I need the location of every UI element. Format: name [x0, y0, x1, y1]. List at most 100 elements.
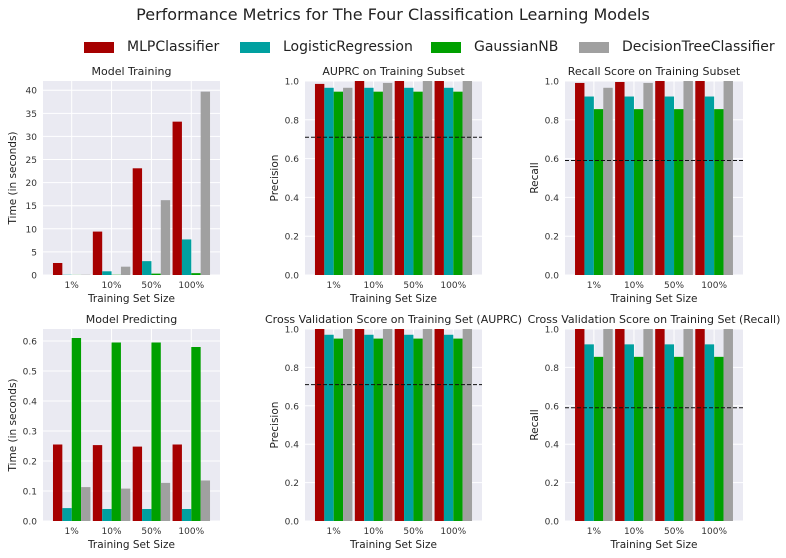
chart3-bar-logisticregression-1pct [584, 96, 594, 276]
chart3-y-tick-label-4: 0.8 [545, 116, 560, 126]
chart4-bar-decisiontreeclassifier-50pct [160, 482, 171, 521]
chart3-bar-decisiontreeclassifier-50pct [683, 81, 693, 275]
chart4-bar-gaussiannb-10pct [111, 342, 121, 521]
chart1-y-tick-label-2: 10 [26, 225, 38, 235]
chart2-bar-logisticregression-10pct [364, 87, 374, 275]
legend-item-logistic: LogisticRegression [240, 36, 413, 58]
chart1-x-axis-label: Training Set Size [87, 293, 175, 305]
chart5-bar-logisticregression-1pct [324, 334, 334, 521]
chart1-bar-mlpclassifier-50pct [132, 168, 143, 275]
chart5-bar-mlpclassifier-1pct [314, 329, 325, 521]
chart4-y-axis-label: Time (in seconds) [7, 378, 19, 472]
chart3-bar-logisticregression-50pct [664, 96, 675, 276]
chart4-x-tick-label-3: 100% [178, 527, 204, 537]
chart1-bar-logisticregression-50pct [142, 261, 152, 275]
legend-label-mlp: MLPClassifier [127, 39, 220, 55]
chart1-y-tick-label-1: 5 [31, 248, 37, 258]
chart4-y-tick-label-1: 0.1 [23, 488, 37, 498]
chart3-bar-mlpclassifier-100pct [695, 81, 705, 275]
chart5-x-axis-label: Training Set Size [349, 539, 437, 551]
chart2-bar-logisticregression-1pct [324, 87, 334, 275]
chart2-bar-logisticregression-50pct [404, 87, 414, 275]
chart2-bar-mlpclassifier-10pct [354, 81, 365, 275]
chart5-bar-gaussiannb-10pct [373, 338, 383, 521]
chart4-x-tick-label-2: 50% [141, 527, 161, 537]
legend-item-mlp: MLPClassifier [84, 36, 219, 58]
chart5-bar-decisiontreeclassifier-100pct [462, 329, 473, 521]
chart1-y-tick-label-0: 0 [31, 272, 37, 282]
chart4-bar-mlpclassifier-50pct [132, 446, 143, 521]
chart3-bar-gaussiannb-1pct [593, 109, 604, 275]
legend: MLPClassifier LogisticRegression Gaussia… [0, 36, 786, 58]
chart1-bar-mlpclassifier-10pct [92, 231, 103, 275]
chart3-bar-logisticregression-10pct [624, 96, 634, 276]
chart5-bar-logisticregression-10pct [364, 334, 374, 521]
figure-title: Performance Metrics for The Four Classif… [136, 5, 650, 24]
chart5-y-axis-label: Precision [269, 402, 281, 449]
chart5-bar-decisiontreeclassifier-50pct [422, 329, 433, 521]
chart3-bar-mlpclassifier-50pct [655, 81, 665, 275]
chart5-bar-mlpclassifier-10pct [354, 329, 365, 521]
chart2-bar-mlpclassifier-50pct [394, 81, 405, 275]
chart4-y-tick-label-5: 0.5 [23, 368, 37, 378]
chart2-x-tick-label-0: 1% [327, 281, 342, 291]
chart6-bar-logisticregression-100pct [704, 344, 715, 521]
chart1-y-tick-label-7: 35 [26, 110, 37, 120]
chart4-bar-gaussiannb-50pct [151, 342, 161, 521]
chart3-bar-mlpclassifier-1pct [575, 82, 585, 275]
chart2-bar-gaussiannb-1pct [333, 91, 344, 275]
chart1-bar-mlpclassifier-1pct [52, 262, 63, 275]
chart6-bar-decisiontreeclassifier-100pct [723, 329, 733, 521]
chart4-bar-decisiontreeclassifier-100pct [200, 480, 211, 521]
chart5-y-tick-label-4: 0.8 [285, 364, 300, 374]
chart1-x-tick-label-1: 10% [102, 281, 122, 291]
chart3-y-tick-label-5: 1.0 [545, 78, 560, 88]
chart2-bar-mlpclassifier-100pct [434, 81, 444, 275]
chart1-x-tick-label-3: 100% [178, 281, 204, 291]
chart2-bar-mlpclassifier-1pct [314, 83, 325, 275]
chart2-x-tick-label-1: 10% [364, 281, 384, 291]
chart4-bar-decisiontreeclassifier-10pct [120, 488, 131, 521]
chart1-y-tick-label-8: 40 [26, 87, 38, 97]
chart5-x-tick-label-3: 100% [440, 527, 466, 537]
chart6-x-tick-label-2: 50% [664, 527, 684, 537]
chart4-bar-logisticregression-50pct [142, 509, 152, 521]
chart5-bar-mlpclassifier-50pct [394, 329, 405, 521]
legend-swatch-mlp [84, 41, 114, 53]
legend-swatch-decisiontree [579, 41, 609, 53]
chart4-title: Model Predicting [86, 313, 177, 326]
chart5-title: Cross Validation Score on Training Set (… [265, 313, 522, 326]
chart3-bar-gaussiannb-100pct [714, 109, 724, 275]
chart3-y-axis-label: Recall [529, 162, 541, 193]
legend-item-decisiontree: DecisionTreeClassifier [579, 36, 775, 58]
chart6-x-tick-label-0: 1% [587, 527, 602, 537]
chart4-x-axis-label: Training Set Size [87, 539, 175, 551]
chart1-bar-mlpclassifier-100pct [172, 121, 182, 276]
chart2-y-tick-label-3: 0.6 [285, 155, 300, 165]
chart5-bar-gaussiannb-50pct [413, 338, 423, 521]
chart6-y-tick-label-5: 1.0 [545, 326, 560, 336]
chart2-y-tick-label-4: 0.8 [285, 116, 300, 126]
chart3-y-tick-label-1: 0.2 [545, 233, 559, 243]
chart1-x-tick-label-0: 1% [65, 281, 80, 291]
chart3-bar-decisiontreeclassifier-1pct [603, 87, 613, 275]
chart1-bar-decisiontreeclassifier-100pct [200, 91, 211, 275]
chart4-bar-logisticregression-100pct [181, 509, 192, 521]
chart4-y-tick-label-4: 0.4 [23, 398, 38, 408]
chart6-bar-gaussiannb-1pct [593, 356, 604, 521]
chart2-bar-gaussiannb-10pct [373, 91, 383, 275]
chart3-x-tick-label-1: 10% [624, 281, 644, 291]
chart2-y-tick-label-1: 0.2 [285, 233, 299, 243]
chart3-bar-gaussiannb-50pct [674, 109, 684, 275]
chart6-bar-decisiontreeclassifier-1pct [603, 329, 613, 521]
chart6-y-axis-label: Recall [529, 409, 541, 440]
chart6-bar-logisticregression-50pct [664, 344, 675, 521]
chart2-x-axis-label: Training Set Size [349, 293, 437, 305]
chart3-bar-decisiontreeclassifier-10pct [643, 82, 653, 275]
chart1-y-axis-label: Time (in seconds) [7, 131, 19, 225]
legend-label-gaussian: GaussianNB [474, 39, 559, 55]
chart2-bar-logisticregression-100pct [443, 87, 454, 275]
chart2-y-tick-label-0: 0.0 [285, 272, 300, 282]
chart6-y-tick-label-3: 0.6 [545, 402, 560, 412]
legend-item-gaussian: GaussianNB [431, 36, 558, 58]
